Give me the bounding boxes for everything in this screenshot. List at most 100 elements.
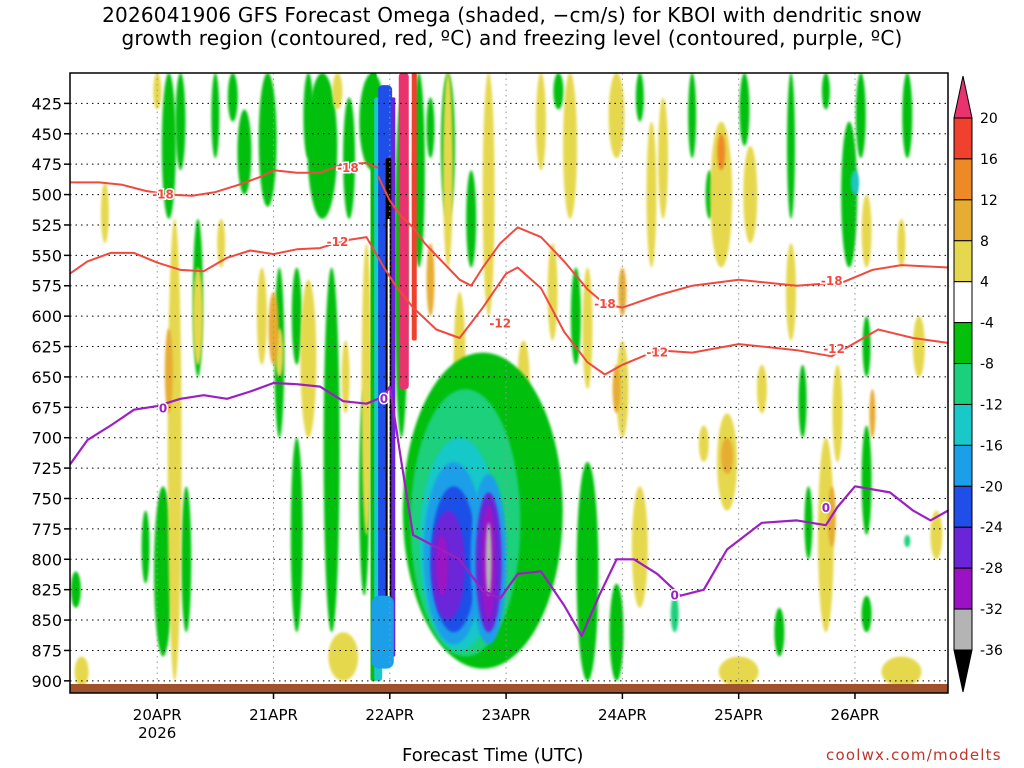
colorbar-segment xyxy=(953,567,973,610)
colorbar-segment xyxy=(953,322,973,365)
colorbar-label: 16 xyxy=(980,152,998,168)
y-tick-label: 450 xyxy=(31,125,62,144)
y-tick-label: 600 xyxy=(31,307,62,326)
weak-upward-cell xyxy=(855,73,866,159)
y-tick-label: 875 xyxy=(31,641,62,660)
colorbar-segment xyxy=(953,158,973,201)
source-credit: coolwx.com/modelts xyxy=(826,746,1002,764)
weak-upward-cell xyxy=(841,121,858,268)
y-tick-label: 825 xyxy=(31,581,62,600)
weak-upward-cell xyxy=(739,73,750,146)
colorbar-segment xyxy=(953,403,973,446)
x-tick-label: 20APR xyxy=(133,706,182,724)
weak-upward-cell xyxy=(635,73,644,122)
weak-downward-cell xyxy=(535,73,546,171)
weak-upward-cell xyxy=(861,595,872,633)
moderate-downward-cell xyxy=(164,328,173,414)
weak-upward-cell xyxy=(787,73,796,219)
x-tick-label: 25APR xyxy=(714,706,763,724)
y-tick-label: 550 xyxy=(31,246,62,265)
x-axis-title: Forecast Time (UTC) xyxy=(402,745,584,766)
colorbar-segment xyxy=(953,117,973,160)
colorbar-label: 8 xyxy=(980,234,989,250)
weak-upward-cell xyxy=(688,73,697,159)
moderate-upward-cell xyxy=(670,595,679,633)
x-tick-label: 26APR xyxy=(831,706,880,724)
colorbar-top-arrow xyxy=(953,75,973,119)
colorbar-label: -36 xyxy=(980,643,1003,659)
y-tick-label: 625 xyxy=(31,338,62,357)
y-tick-label: 775 xyxy=(31,520,62,539)
colorbar-label: -20 xyxy=(980,479,1003,495)
strong-downward-band xyxy=(398,73,409,390)
contour-label: 0 xyxy=(380,392,388,406)
weak-upward-cell xyxy=(774,607,785,657)
weak-downward-cell xyxy=(912,316,925,377)
strong-upward-band xyxy=(391,97,396,657)
weak-upward-cell xyxy=(258,73,277,207)
weak-upward-cell xyxy=(227,73,238,122)
colorbar-label: 20 xyxy=(980,111,998,127)
y-tick-label: 675 xyxy=(31,398,62,417)
weak-upward-cell xyxy=(466,170,477,268)
y-tick-label: 700 xyxy=(31,429,62,448)
y-tick-label: 575 xyxy=(31,277,62,296)
weak-downward-cell xyxy=(897,218,906,268)
contour-label: -12 xyxy=(327,235,349,249)
weak-downward-cell xyxy=(547,243,558,341)
colorbar-bottom-arrow xyxy=(953,649,973,693)
weak-downward-cell xyxy=(743,145,758,244)
y-tick-label: 650 xyxy=(31,368,62,387)
x-tick-label: 21APR xyxy=(249,706,298,724)
weak-upward-cell xyxy=(553,73,564,110)
y-tick-label: 425 xyxy=(31,94,62,113)
weak-upward-cell xyxy=(570,267,581,365)
contour-lines: -18 -18 -12 -12 -18 -12 -18 -12 0 0 0 0 xyxy=(70,159,948,638)
weak-upward-cell xyxy=(211,73,220,159)
weak-upward-cell xyxy=(609,583,624,681)
moderate-downward-cell xyxy=(717,133,726,171)
dendritic-contour xyxy=(70,162,379,197)
weak-upward-cell xyxy=(141,510,150,584)
colorbar-label: -24 xyxy=(980,520,1003,536)
weak-upward-cell xyxy=(237,109,252,195)
colorbar-segment xyxy=(953,485,973,528)
weak-upward-cell xyxy=(161,73,176,219)
colorbar-label: -12 xyxy=(980,397,1003,413)
contour-label: -18 xyxy=(821,274,843,288)
weak-upward-cell xyxy=(343,97,356,219)
colorbar-segment xyxy=(953,281,973,324)
weak-downward-cell xyxy=(256,267,267,365)
moderate-downward-cell xyxy=(869,389,876,438)
colorbar-label: -32 xyxy=(980,602,1003,618)
contour-label: -12 xyxy=(823,342,845,356)
weak-downward-cell xyxy=(74,656,89,687)
weak-downward-cell xyxy=(153,73,162,110)
weak-downward-cell xyxy=(332,73,343,110)
weak-downward-cell xyxy=(861,194,872,268)
colorbar-segment xyxy=(953,363,973,405)
y-tick-label: 525 xyxy=(31,216,62,235)
contour-label: 0 xyxy=(159,402,167,416)
x-tick-label: 22APR xyxy=(365,706,414,724)
y-tick-label: 800 xyxy=(31,550,62,569)
weak-downward-cell xyxy=(786,243,797,341)
freezing-level-contour xyxy=(70,381,948,638)
weak-downward-cell xyxy=(930,510,943,560)
weak-downward-cell xyxy=(631,486,648,608)
colorbar: 20 16 12 8 4 -4 -8 -12 -16 -20 -24 -28 -32 -36 xyxy=(953,75,1003,693)
weak-downward-cell xyxy=(658,97,669,219)
grid-lines xyxy=(70,73,948,693)
weak-downward-cell xyxy=(832,364,843,463)
terrain-band xyxy=(70,684,948,693)
weak-upward-cell xyxy=(798,364,807,438)
weak-downward-cell xyxy=(361,243,372,535)
weak-downward-cell xyxy=(442,73,453,268)
contour-label: -18 xyxy=(152,188,174,202)
colorbar-segment xyxy=(953,240,973,283)
y-tick-label: 750 xyxy=(31,489,62,508)
x-axis: 20APR 21APR 22APR 23APR 24APR 25APR 26APR 2026 xyxy=(133,693,880,742)
weak-downward-cell xyxy=(100,182,109,244)
weak-upward-cell xyxy=(323,267,340,633)
